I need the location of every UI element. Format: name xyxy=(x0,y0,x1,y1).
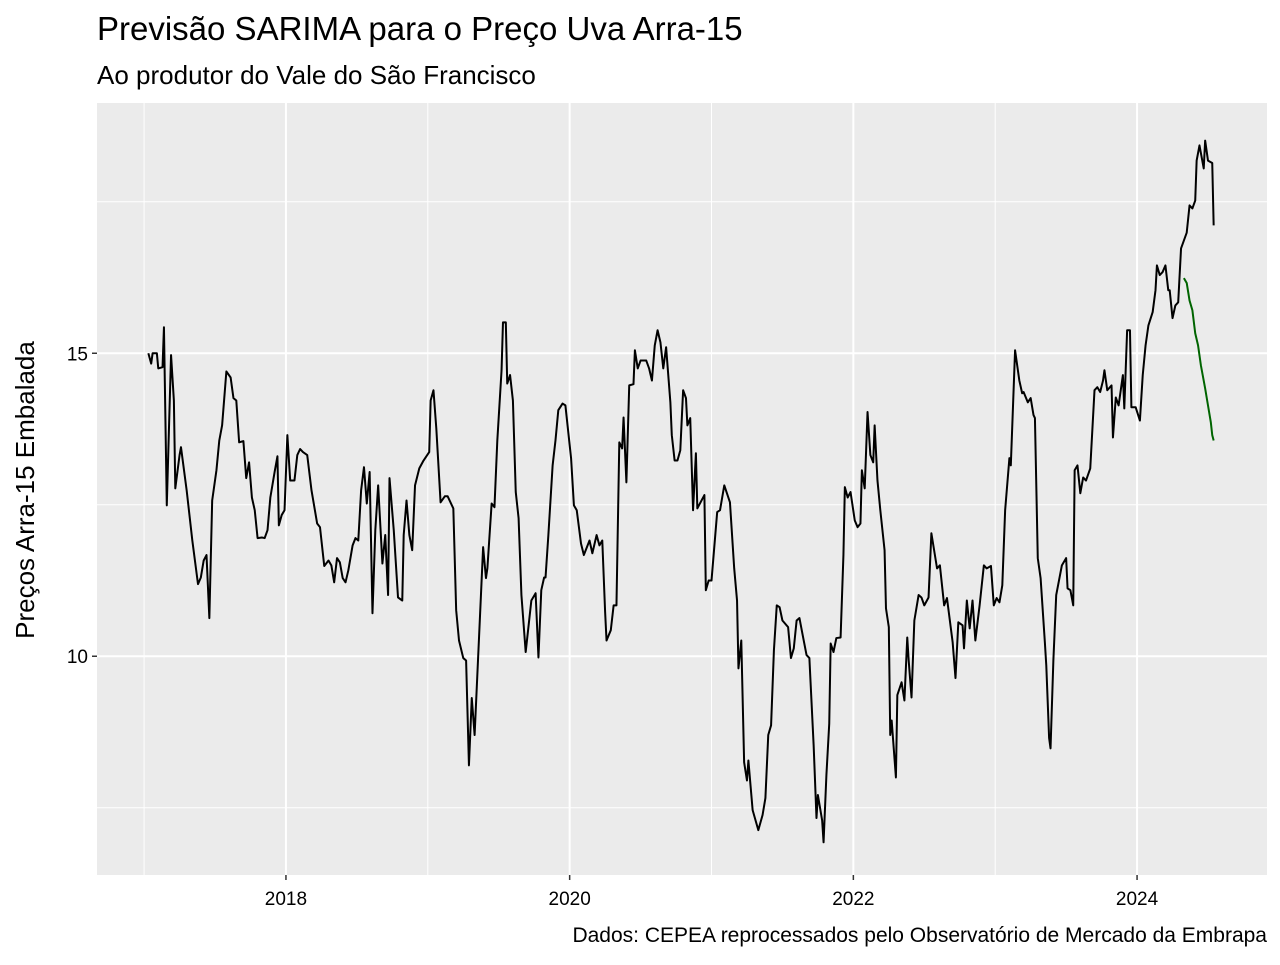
series-line xyxy=(1183,277,1215,441)
chart-subtitle: Ao produtor do Vale do São Francisco xyxy=(97,60,536,90)
caption: Dados: CEPEA reprocessados pelo Observat… xyxy=(572,924,1267,947)
x-tick-label: 2018 xyxy=(265,889,307,910)
y-tick-label: 15 xyxy=(67,344,88,365)
chart-title: Previsão SARIMA para o Preço Uva Arra-15 xyxy=(97,10,743,47)
x-tick-label: 2022 xyxy=(832,889,874,910)
series-line xyxy=(147,139,1215,844)
x-tick-label: 2024 xyxy=(1116,889,1159,910)
y-axis-label: Preços Arra-15 Embalada xyxy=(10,341,40,639)
x-tick-label: 2020 xyxy=(549,889,591,910)
plot-panel xyxy=(97,103,1267,875)
y-tick-label: 10 xyxy=(67,647,88,668)
